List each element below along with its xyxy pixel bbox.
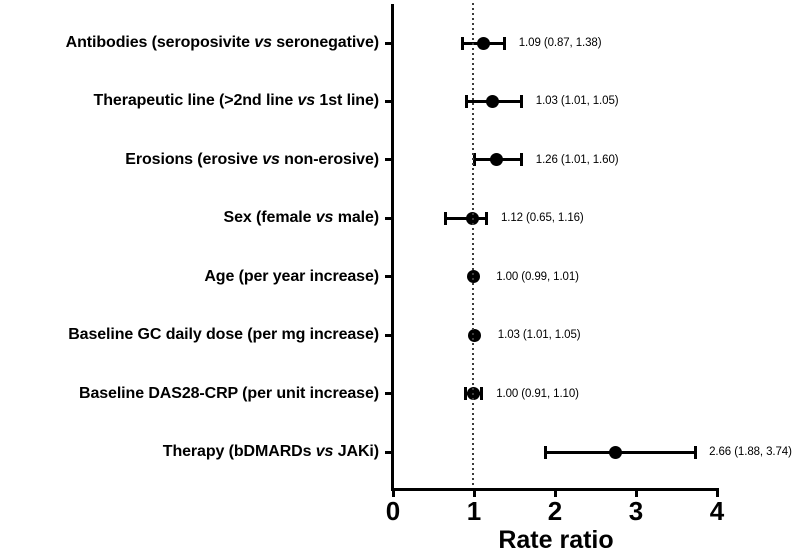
point-estimate-marker <box>468 328 482 342</box>
category-label-pre: Therapeutic line (>2nd line <box>93 92 298 110</box>
x-axis-tick <box>472 488 476 497</box>
x-axis-tick-label: 2 <box>547 496 563 526</box>
x-axis-tick-label: 3 <box>628 496 644 526</box>
category-label-pre: Age (per year increase) <box>204 267 379 285</box>
category-label: Sex (female vs male) <box>0 209 380 227</box>
ci-cap-left <box>465 94 469 108</box>
vs-italic: vs <box>297 92 316 110</box>
y-axis-tick <box>385 333 393 337</box>
category-label-post: JAKi) <box>333 442 379 460</box>
vs-italic: vs <box>315 442 334 460</box>
y-axis-tick <box>385 99 393 103</box>
vs-italic: vs <box>262 150 280 168</box>
ci-cap-left <box>461 36 465 50</box>
x-axis-tick <box>391 488 395 497</box>
estimate-annotation: 1.00 (0.99, 1.01) <box>496 270 579 283</box>
category-label: Antibodies (seroposivite vs seronegative… <box>0 34 379 52</box>
x-axis-title: Rate ratio <box>498 526 614 554</box>
category-label: Therapeutic line (>2nd line vs 1st line) <box>0 92 380 110</box>
category-label: Therapy (bDMARDs vs JAKi) <box>0 443 379 461</box>
point-estimate-marker <box>490 153 504 167</box>
category-label-pre: Baseline DAS28-CRP (per unit increase) <box>78 384 379 402</box>
ci-cap-left <box>444 211 448 225</box>
ci-cap-right <box>520 153 524 167</box>
point-estimate-marker <box>609 445 623 459</box>
category-label: Age (per year increase) <box>0 268 379 286</box>
vs-italic: vs <box>315 209 334 227</box>
estimate-annotation: 1.00 (0.91, 1.10) <box>496 387 579 400</box>
y-axis-tick <box>385 41 393 45</box>
y-axis-tick <box>385 275 393 279</box>
category-label-pre: Antibodies (seroposivite <box>65 33 255 51</box>
category-label-post: non-erosive) <box>279 150 379 168</box>
x-axis-tick-label: 0 <box>385 496 401 526</box>
x-axis-tick-label: 1 <box>466 496 482 526</box>
ci-cap-left <box>473 153 477 167</box>
ci-cap-right <box>503 36 507 50</box>
y-axis-tick <box>385 216 393 220</box>
estimate-annotation: 1.03 (1.01, 1.05) <box>497 329 581 342</box>
estimate-annotation: 2.66 (1.88, 3.74) <box>709 446 792 458</box>
category-label-post: male) <box>333 209 379 227</box>
category-label-pre: Erosions (erosive <box>125 150 263 168</box>
category-label: Baseline GC daily dose (per mg increase) <box>0 326 379 344</box>
estimate-annotation: 1.26 (1.01, 1.60) <box>535 153 619 166</box>
reference-line-dotted <box>472 3 474 488</box>
ci-cap-left <box>543 445 547 459</box>
x-axis-tick <box>715 488 719 497</box>
category-label-pre: Sex (female <box>223 209 316 227</box>
category-label-post: 1st line) <box>315 92 379 110</box>
estimate-annotation: 1.09 (0.87, 1.38) <box>518 37 602 49</box>
category-label-post: seronegative) <box>271 33 379 51</box>
y-axis-tick <box>385 392 393 396</box>
ci-cap-right <box>485 211 489 225</box>
x-axis-tick <box>553 488 557 497</box>
estimate-annotation: 1.03 (1.01, 1.05) <box>535 95 619 108</box>
category-label-pre: Baseline GC daily dose (per mg increase) <box>68 325 379 343</box>
ci-cap-right <box>479 387 483 401</box>
vs-italic: vs <box>254 33 272 51</box>
category-label: Baseline DAS28-CRP (per unit increase) <box>0 384 379 402</box>
ci-cap-right <box>693 445 697 459</box>
point-estimate-marker <box>477 36 491 50</box>
y-axis-tick <box>385 158 393 162</box>
category-label-pre: Therapy (bDMARDs <box>162 442 316 460</box>
x-axis-tick-label: 4 <box>709 496 725 526</box>
ci-cap-left <box>464 387 468 401</box>
y-axis-line <box>391 4 394 491</box>
ci-cap-right <box>520 94 524 108</box>
x-axis-tick <box>634 488 638 497</box>
point-estimate-marker <box>486 94 500 108</box>
category-label: Erosions (erosive vs non-erosive) <box>0 151 379 169</box>
estimate-annotation: 1.12 (0.65, 1.16) <box>500 212 584 225</box>
y-axis-tick <box>385 450 393 454</box>
